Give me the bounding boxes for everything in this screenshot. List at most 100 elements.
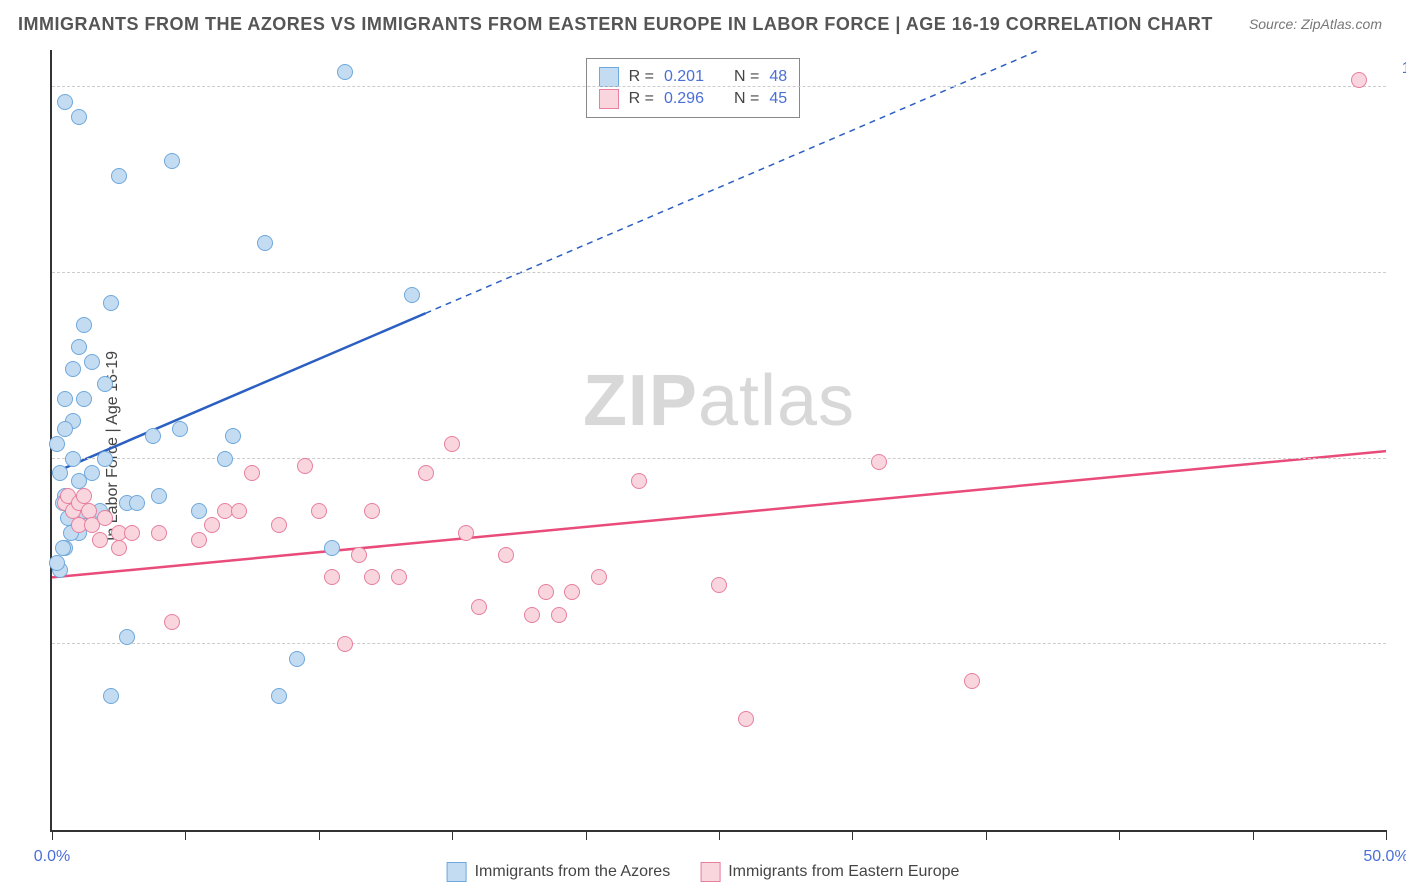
x-tick	[852, 830, 853, 840]
legend-swatch	[447, 862, 467, 882]
data-point	[164, 153, 180, 169]
x-tick-label: 50.0%	[1363, 848, 1406, 866]
legend-swatch	[599, 89, 619, 109]
n-label: N =	[734, 90, 759, 108]
legend-label: Immigrants from Eastern Europe	[728, 863, 959, 881]
data-point	[164, 614, 180, 630]
chart-title: IMMIGRANTS FROM THE AZORES VS IMMIGRANTS…	[18, 14, 1213, 35]
data-point	[191, 532, 207, 548]
trend-lines	[52, 50, 1386, 830]
data-point	[524, 607, 540, 623]
data-point	[76, 488, 92, 504]
data-point	[498, 547, 514, 563]
data-point	[711, 577, 727, 593]
y-tick-label: 50.0%	[1396, 432, 1406, 450]
data-point	[257, 235, 273, 251]
data-point	[225, 428, 241, 444]
data-point	[297, 458, 313, 474]
x-tick-label: 0.0%	[34, 848, 70, 866]
data-point	[84, 465, 100, 481]
data-point	[97, 510, 113, 526]
data-point	[471, 599, 487, 615]
y-tick-label: 25.0%	[1396, 617, 1406, 635]
data-point	[418, 465, 434, 481]
r-label: R =	[629, 68, 654, 86]
data-point	[311, 503, 327, 519]
data-point	[97, 451, 113, 467]
data-point	[57, 391, 73, 407]
r-value: 0.296	[664, 90, 704, 108]
data-point	[119, 629, 135, 645]
data-point	[364, 569, 380, 585]
x-tick	[586, 830, 587, 840]
data-point	[81, 503, 97, 519]
n-value: 45	[769, 90, 787, 108]
data-point	[271, 517, 287, 533]
data-point	[57, 421, 73, 437]
legend-item: Immigrants from Eastern Europe	[700, 862, 959, 882]
plot-area: ZIPatlas R =0.201N =48R =0.296N =45 25.0…	[50, 50, 1386, 832]
data-point	[217, 451, 233, 467]
data-point	[271, 688, 287, 704]
data-point	[151, 525, 167, 541]
data-point	[244, 465, 260, 481]
data-point	[65, 361, 81, 377]
data-point	[404, 287, 420, 303]
legend-item: Immigrants from the Azores	[447, 862, 671, 882]
correlation-chart: IMMIGRANTS FROM THE AZORES VS IMMIGRANTS…	[0, 0, 1406, 892]
data-point	[364, 503, 380, 519]
legend-label: Immigrants from the Azores	[475, 863, 671, 881]
x-tick	[986, 830, 987, 840]
data-point	[1351, 72, 1367, 88]
x-tick	[452, 830, 453, 840]
x-tick	[185, 830, 186, 840]
data-point	[103, 295, 119, 311]
data-point	[172, 421, 188, 437]
data-point	[71, 339, 87, 355]
data-point	[52, 465, 68, 481]
x-tick	[1386, 830, 1387, 840]
series-legend: Immigrants from the Azores Immigrants fro…	[447, 862, 960, 882]
data-point	[111, 168, 127, 184]
data-point	[738, 711, 754, 727]
x-tick	[319, 830, 320, 840]
data-point	[391, 569, 407, 585]
data-point	[191, 503, 207, 519]
data-point	[351, 547, 367, 563]
data-point	[591, 569, 607, 585]
data-point	[65, 451, 81, 467]
data-point	[444, 436, 460, 452]
data-point	[324, 569, 340, 585]
gridline	[52, 458, 1386, 459]
n-value: 48	[769, 68, 787, 86]
data-point	[964, 673, 980, 689]
data-point	[129, 495, 145, 511]
legend-row: R =0.201N =48	[599, 67, 788, 87]
watermark: ZIPatlas	[583, 360, 855, 442]
legend-row: R = 0.296 N = 45	[599, 89, 788, 109]
data-point	[57, 94, 73, 110]
data-point	[111, 540, 127, 556]
data-point	[289, 651, 305, 667]
data-point	[97, 376, 113, 392]
data-point	[76, 391, 92, 407]
data-point	[145, 428, 161, 444]
data-point	[103, 688, 119, 704]
data-point	[204, 517, 220, 533]
data-point	[49, 555, 65, 571]
correlation-legend: R =0.201N =48R =0.296N =45	[586, 58, 801, 118]
source-label: Source: ZipAtlas.com	[1249, 16, 1382, 32]
y-tick-label: 100.0%	[1396, 60, 1406, 78]
legend-swatch	[599, 67, 619, 87]
x-tick	[52, 830, 53, 840]
data-point	[84, 354, 100, 370]
data-point	[231, 503, 247, 519]
x-tick	[1253, 830, 1254, 840]
data-point	[564, 584, 580, 600]
data-point	[71, 109, 87, 125]
x-tick	[1119, 830, 1120, 840]
data-point	[92, 532, 108, 548]
data-point	[458, 525, 474, 541]
data-point	[124, 525, 140, 541]
r-label: R =	[629, 90, 654, 108]
